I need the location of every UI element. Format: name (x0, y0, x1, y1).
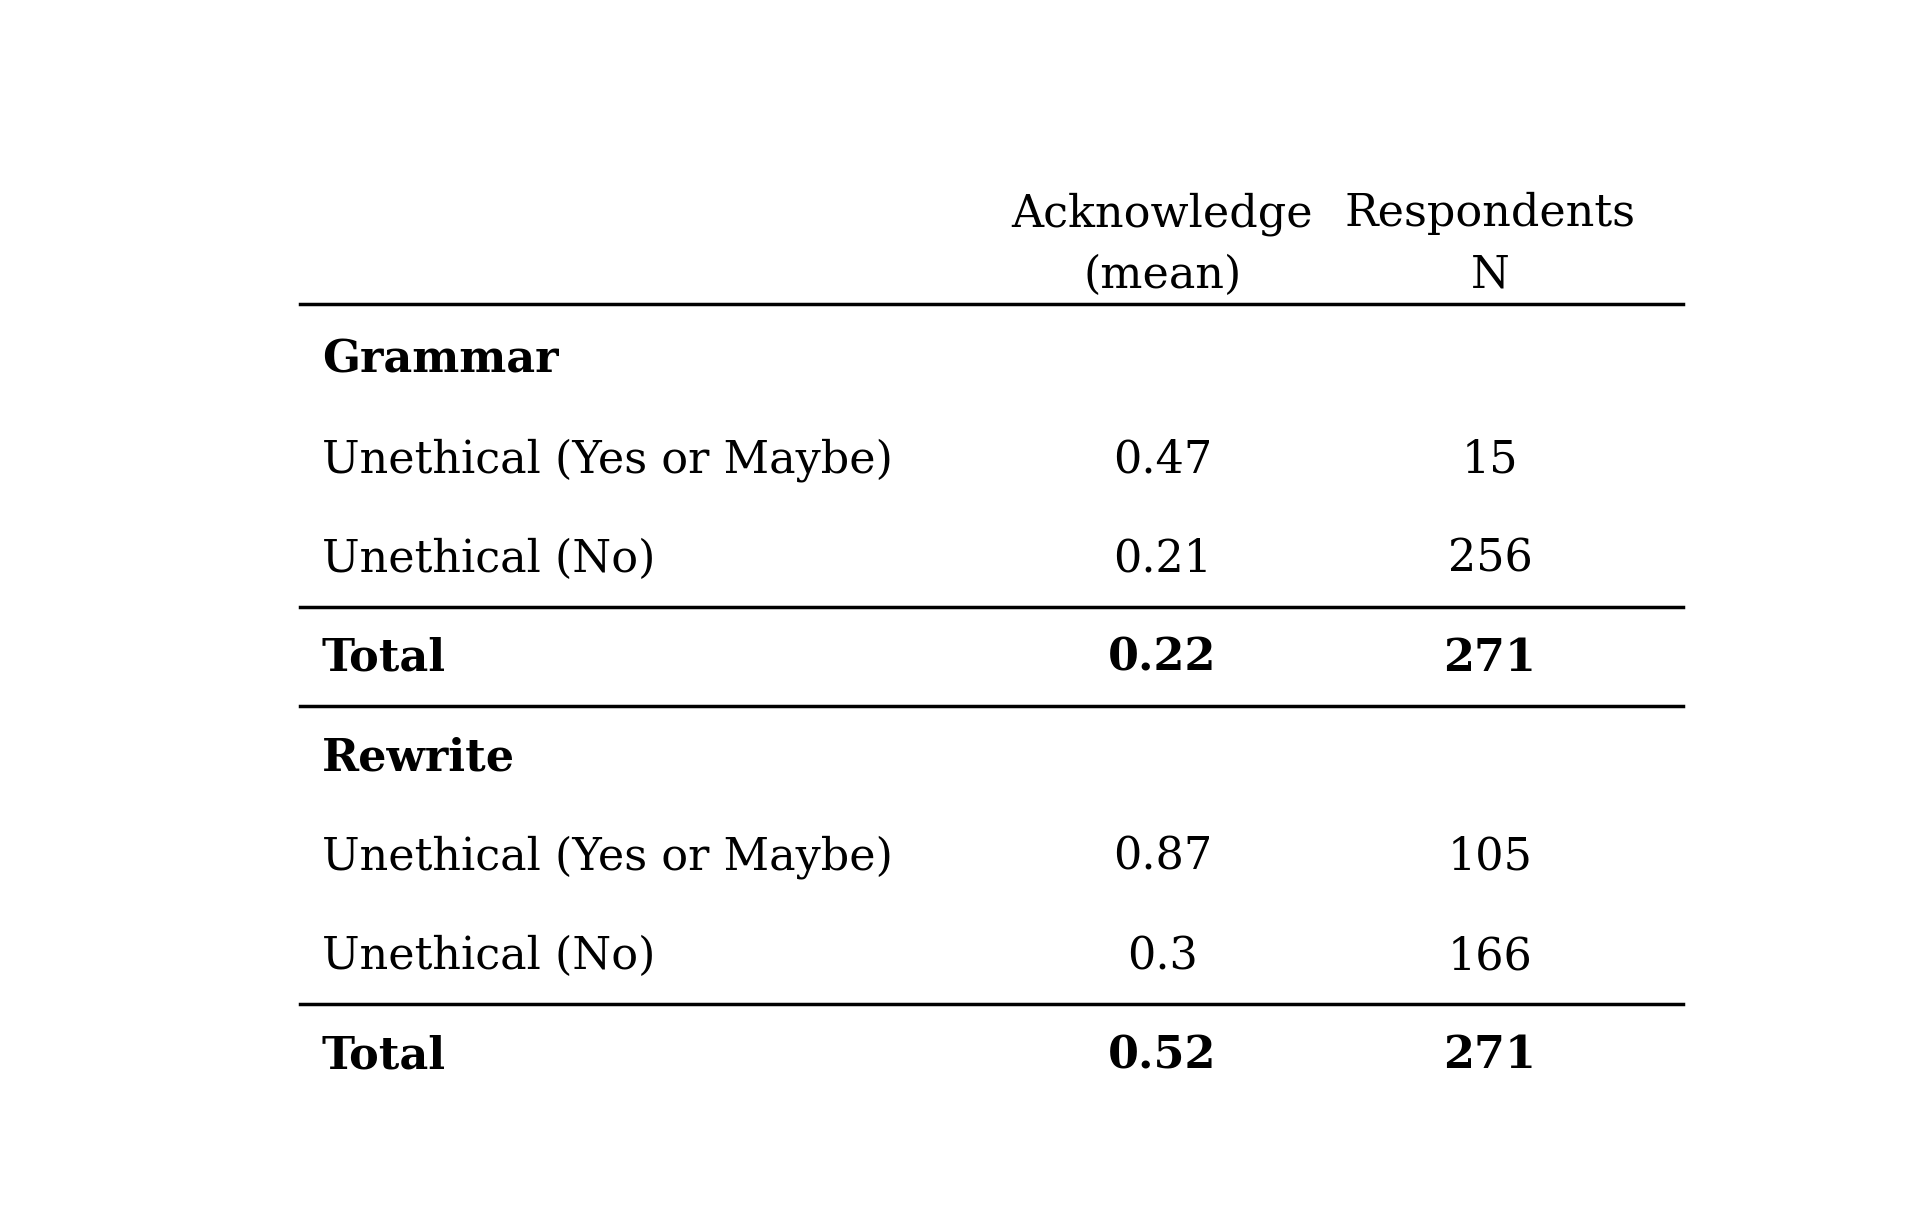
Text: Unethical (No): Unethical (No) (323, 935, 655, 978)
Text: 15: 15 (1461, 439, 1519, 482)
Text: 0.21: 0.21 (1114, 537, 1212, 581)
Text: 271: 271 (1444, 637, 1536, 680)
Text: 0.3: 0.3 (1127, 935, 1198, 978)
Text: 271: 271 (1444, 1035, 1536, 1078)
Text: Unethical (Yes or Maybe): Unethical (Yes or Maybe) (323, 438, 893, 482)
Text: 0.87: 0.87 (1114, 836, 1212, 879)
Text: 166: 166 (1448, 935, 1532, 978)
Text: Unethical (Yes or Maybe): Unethical (Yes or Maybe) (323, 836, 893, 879)
Text: (mean): (mean) (1083, 253, 1242, 297)
Text: Grammar: Grammar (323, 339, 559, 382)
Text: 0.47: 0.47 (1114, 439, 1212, 482)
Text: Total: Total (323, 637, 445, 680)
Text: 256: 256 (1448, 537, 1532, 581)
Text: Respondents: Respondents (1344, 192, 1636, 235)
Text: Rewrite: Rewrite (323, 736, 515, 779)
Text: 0.22: 0.22 (1108, 637, 1217, 680)
Text: Unethical (No): Unethical (No) (323, 537, 655, 581)
Text: 105: 105 (1448, 836, 1532, 879)
Text: Acknowledge: Acknowledge (1012, 192, 1313, 236)
Text: 0.52: 0.52 (1108, 1035, 1217, 1078)
Text: N: N (1471, 253, 1509, 297)
Text: Total: Total (323, 1035, 445, 1078)
